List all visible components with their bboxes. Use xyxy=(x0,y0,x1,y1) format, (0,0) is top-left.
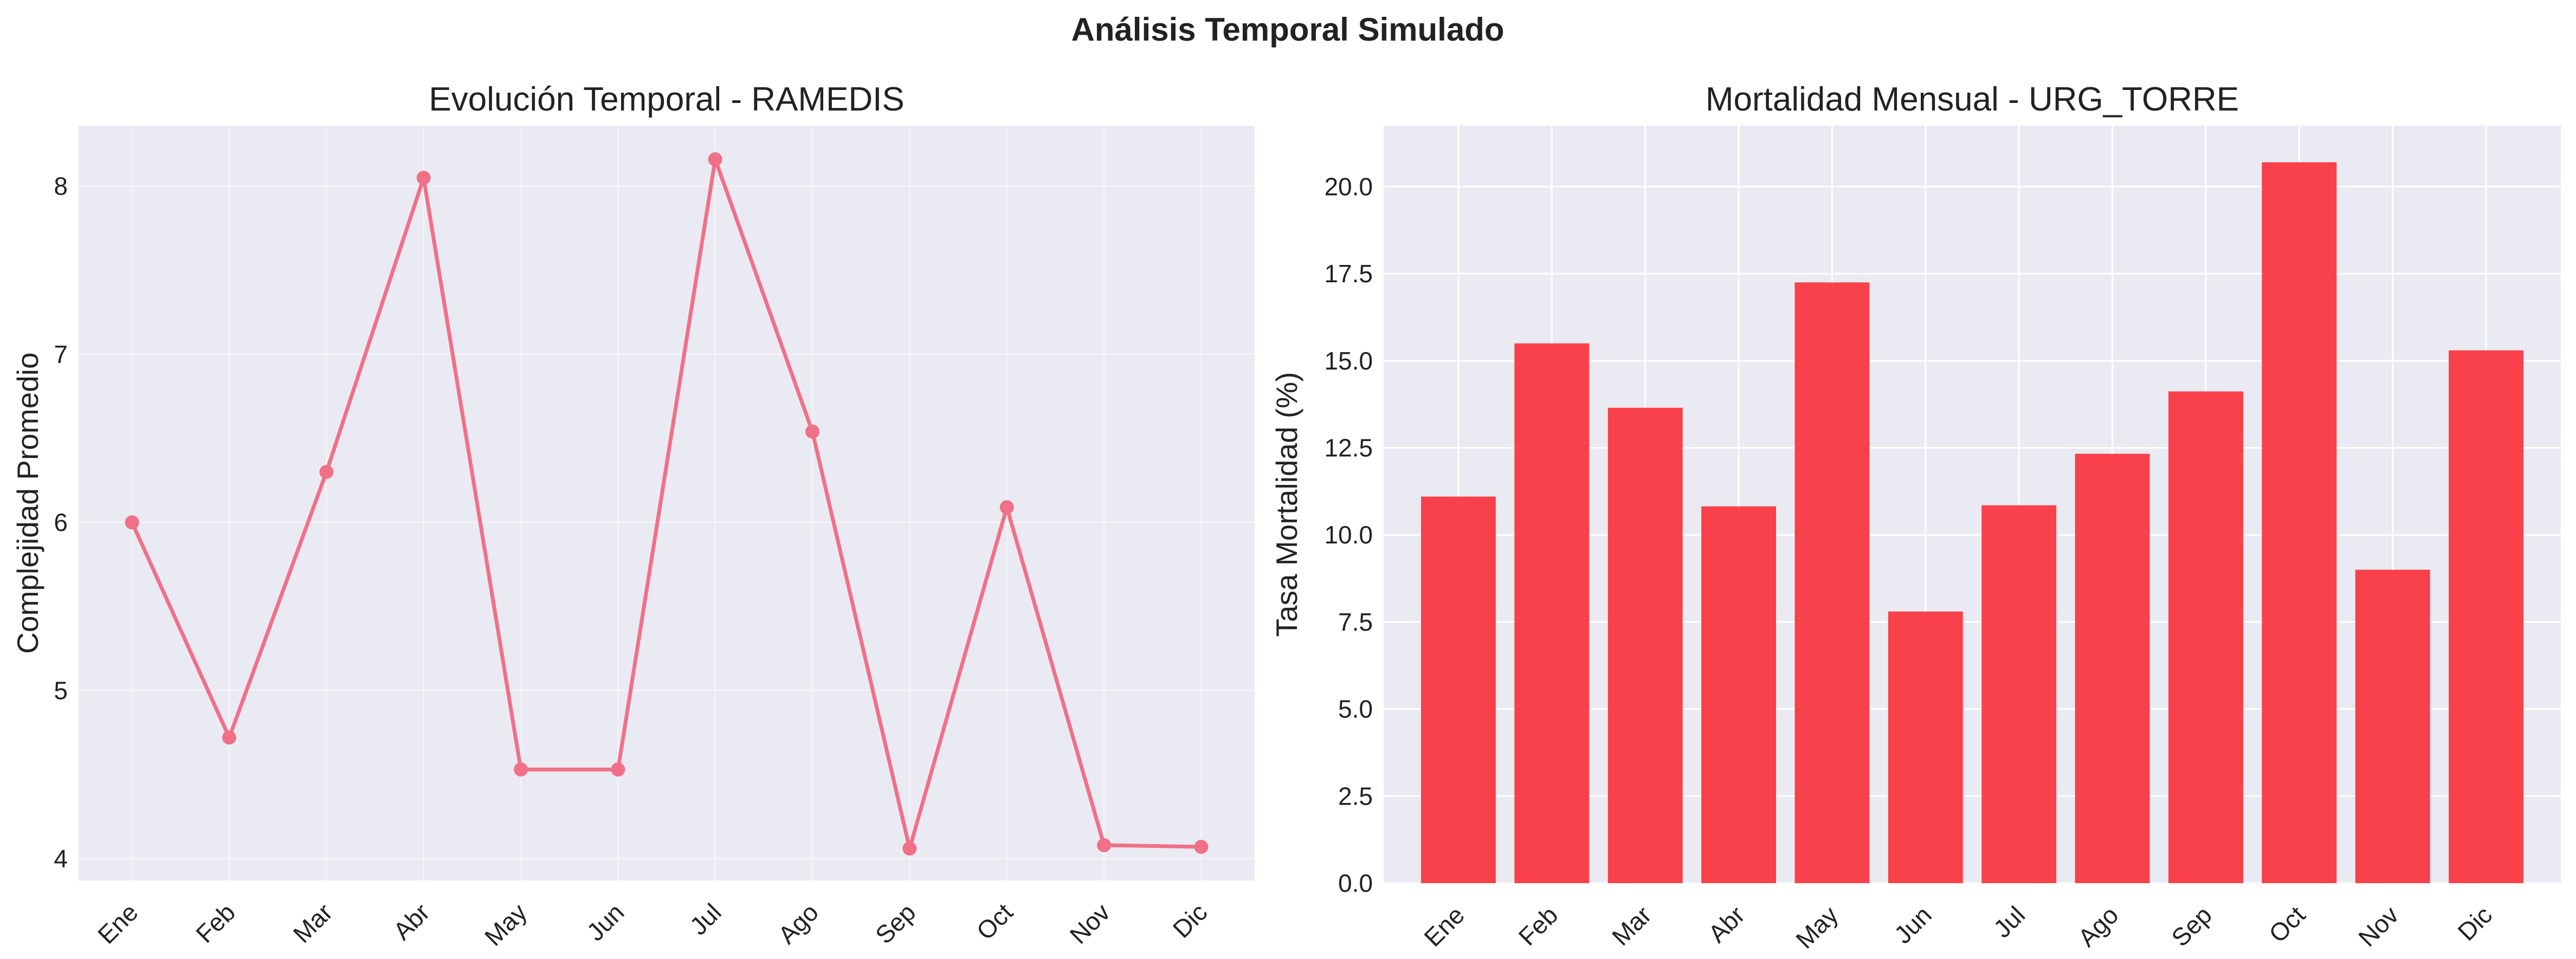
bar-chart-y-tick-label: 7.5 xyxy=(1338,608,1373,636)
line-point xyxy=(125,515,139,530)
line-point xyxy=(708,152,722,167)
line-point xyxy=(1194,839,1209,854)
line-chart-y-tick-label: 5 xyxy=(54,676,68,704)
line-point xyxy=(999,500,1014,515)
bar xyxy=(1421,496,1496,883)
bar xyxy=(1701,506,1776,883)
bar-chart-y-tick-label: 5.0 xyxy=(1338,695,1373,723)
bar xyxy=(1514,343,1590,883)
bar xyxy=(1794,282,1870,883)
bar xyxy=(2355,569,2430,883)
bar xyxy=(2262,162,2337,884)
bar xyxy=(2075,453,2150,883)
bar-chart-y-tick-label: 20.0 xyxy=(1324,172,1373,200)
line-chart-y-tick-label: 6 xyxy=(54,508,68,536)
line-point xyxy=(805,424,820,439)
line-point xyxy=(416,171,431,185)
line-point xyxy=(513,762,528,777)
bar-chart-marks xyxy=(1421,162,2524,884)
figure-title: Análisis Temporal Simulado xyxy=(1071,11,1504,48)
bar-chart-y-tick-label: 12.5 xyxy=(1324,434,1373,462)
line-chart-plot-area xyxy=(79,126,1255,880)
bar xyxy=(2168,391,2243,883)
line-point xyxy=(611,762,625,777)
line-chart-y-tick-label: 8 xyxy=(54,172,68,200)
line-point xyxy=(1097,838,1112,852)
bar-chart-y-tick-label: 0.0 xyxy=(1338,869,1373,897)
bar-chart-y-tick-label: 17.5 xyxy=(1324,260,1373,288)
bar xyxy=(1981,505,2057,883)
bar-chart-y-tick-label: 10.0 xyxy=(1324,521,1373,549)
line-series xyxy=(130,157,1202,851)
line-chart-y-tick-label: 7 xyxy=(54,340,68,368)
bar-chart-y-tick-label: 2.5 xyxy=(1338,782,1373,810)
bar xyxy=(2449,350,2524,883)
line-chart-y-axis-label: Complejidad Promedio xyxy=(11,352,44,653)
bar xyxy=(1607,407,1683,883)
line-point xyxy=(222,730,236,745)
line-chart-title: Evolución Temporal - RAMEDIS xyxy=(429,81,905,118)
bar xyxy=(1888,611,1963,883)
bar-chart-y-axis-label: Tasa Mortalidad (%) xyxy=(1270,372,1303,637)
line-point xyxy=(902,841,917,856)
line-chart-y-tick-label: 4 xyxy=(54,845,68,873)
bar-chart-title: Mortalidad Mensual - URG_TORRE xyxy=(1706,81,2239,118)
bar-chart-y-tick-label: 15.0 xyxy=(1324,347,1373,375)
line-chart-marks xyxy=(125,152,1209,856)
line-point xyxy=(319,465,334,480)
